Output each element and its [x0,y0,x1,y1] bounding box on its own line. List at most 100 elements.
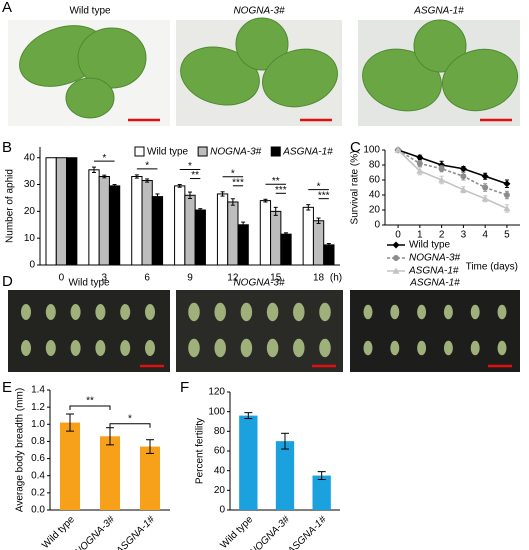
significance-label: ** [191,170,199,181]
marker [460,173,467,180]
aphid [188,302,200,322]
bar [88,169,100,266]
bar [312,220,325,266]
aphid [240,302,253,322]
significance-label: * [188,161,192,172]
aphid [443,304,453,320]
marker [459,165,467,173]
bar [151,196,164,266]
legend-label: ASGNA-1# [408,266,459,277]
aphid [120,340,131,356]
bar [66,157,78,266]
significance-label: * [317,181,321,192]
aphid [120,304,131,320]
bar [194,209,206,266]
aphid [293,338,305,358]
significance-label: * [128,413,132,424]
bar [323,244,335,266]
y-tick-label: 1.4 [31,385,45,396]
marker [392,267,400,274]
bar [239,415,258,510]
y-axis-label: Average body breadth (mm) [15,388,26,512]
aphid [21,304,31,320]
x-tick-label: 3 [461,230,467,241]
marker [503,205,511,212]
photo-label: NOGNA-3# [233,278,285,289]
aphid [188,338,200,358]
legend-swatch [197,146,208,157]
y-axis-label: Percent fertility [195,418,206,484]
bar [45,157,57,266]
aphid [45,304,56,320]
line [397,149,508,185]
y-axis-label: Survival rate (%) [350,151,361,225]
marker [416,167,424,174]
panel-letter: D [2,273,13,290]
marker [393,255,399,261]
aphid [70,340,81,356]
aphid [95,340,106,356]
y-tick-label: 120 [208,387,225,398]
significance-label: ** [86,396,94,407]
marker [503,192,510,198]
significance-label: * [102,153,106,164]
bar [237,224,249,266]
x-tick-label: 1 [417,230,423,241]
bar [98,176,110,266]
x-tick-label: 12 [227,273,239,284]
y-tick-label: 20 [369,205,381,216]
bar [302,206,314,266]
marker [416,154,424,161]
aphid [443,340,453,356]
y-tick-label: 100 [363,145,380,156]
aphid [390,304,400,320]
marker [394,146,402,153]
bar [174,185,186,266]
aphid [497,340,507,356]
x-tick-label: 2 [439,230,445,241]
legend-label: NOGNA-3# [409,253,461,264]
photo [350,290,520,372]
aphid [145,304,155,320]
aphid [363,340,373,356]
aphid [417,304,427,320]
photo [176,290,343,372]
y-tick-label: 40 [214,465,226,476]
bar [131,176,143,266]
aphid [470,304,480,320]
x-axis-label: (h) [330,273,342,284]
marker [482,184,489,191]
marker [481,172,489,180]
bar [184,194,196,266]
aphid [363,304,373,320]
panel-letter: F [180,379,189,396]
significance-bracket [109,423,151,428]
marker [438,176,446,183]
y-tick-label: 0.2 [31,487,45,498]
legend-swatch [270,146,281,157]
significance-label: * [231,168,235,179]
x-tick-label: ASGNA-1# [285,514,329,550]
y-tick-label: 0.4 [31,470,45,481]
y-tick-label: 0.8 [31,436,45,447]
bar [312,475,331,510]
bar [259,200,272,266]
photo-label: ASGNA-1# [413,6,464,17]
bar [141,180,153,266]
y-tick-label: 40 [369,190,381,201]
y-axis-label: Number of aphid [5,169,16,243]
marker [438,165,445,172]
aphid [145,340,155,356]
marker [416,160,423,167]
photo-label: Wild type [69,6,111,17]
y-tick-label: 100 [208,406,225,417]
aphid [293,302,305,322]
aphid [319,302,331,322]
x-tick-label: NOGNA-3# [248,514,292,550]
bar [100,436,120,510]
legend-label: NOGNA-3# [210,147,262,158]
aphid [319,338,331,358]
bar [270,210,282,266]
aphid [390,340,400,356]
bar [227,201,239,266]
